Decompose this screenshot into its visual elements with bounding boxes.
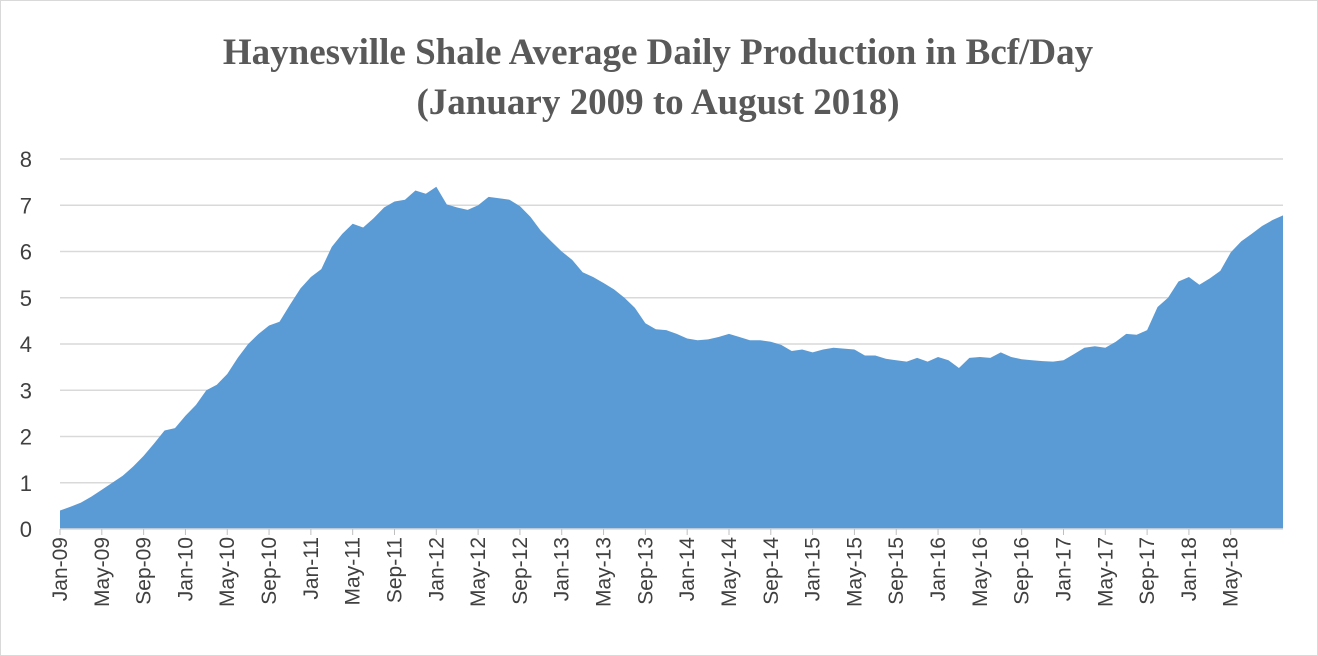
x-tick-label: May-15 — [843, 537, 866, 607]
y-tick-label: 8 — [20, 147, 32, 172]
x-tick-label: Sep-09 — [133, 537, 156, 605]
x-tick-label: Jan-18 — [1178, 537, 1201, 601]
x-tick-label: May-09 — [91, 537, 114, 607]
y-tick-label: 4 — [20, 332, 32, 357]
y-tick-label: 6 — [20, 240, 32, 265]
x-axis — [59, 528, 1283, 535]
x-tick-label: Sep-17 — [1136, 537, 1159, 605]
x-axis-ticks: Jan-09 May-09 Sep-09 Jan-10 May-10 Sep-10 Jan-… — [49, 537, 1243, 607]
y-tick-label: 5 — [20, 286, 32, 311]
y-tick-label: 3 — [20, 378, 32, 403]
y-tick-label: 2 — [20, 425, 32, 450]
y-tick-label: 0 — [20, 517, 32, 542]
x-tick-label: Sep-14 — [760, 537, 783, 605]
chart-title-block: Haynesville Shale Average Daily Producti… — [0, 28, 1316, 128]
x-tick-label: Sep-12 — [509, 537, 532, 605]
x-tick-label: May-13 — [593, 537, 616, 607]
chart-title: Haynesville Shale Average Daily Producti… — [222, 32, 1094, 73]
x-tick-label: Sep-10 — [258, 537, 281, 605]
x-tick-label: Jan-11 — [300, 537, 323, 600]
x-tick-label: May-16 — [969, 537, 992, 607]
y-axis-ticks: 0 1 2 3 4 5 6 7 8 — [20, 147, 32, 542]
x-tick-label: Jan-10 — [174, 537, 197, 601]
x-tick-label: Jan-09 — [49, 537, 72, 601]
x-tick-label: Jan-12 — [425, 537, 448, 601]
x-tick-label: Jan-15 — [802, 537, 825, 601]
x-tick-label: Sep-13 — [634, 537, 657, 605]
x-tick-label: Jan-13 — [551, 537, 574, 601]
y-tick-label: 7 — [20, 193, 32, 218]
x-tick-label: May-11 — [342, 537, 365, 605]
area-layer — [60, 186, 1283, 529]
x-tick-label: Jan-17 — [1052, 537, 1075, 601]
x-tick-label: May-14 — [718, 537, 741, 607]
y-tick-label: 1 — [20, 471, 32, 496]
x-tick-label: Sep-11 — [383, 537, 406, 603]
x-tick-label: Jan-14 — [676, 537, 699, 602]
production-area — [60, 186, 1283, 529]
x-tick-label: May-18 — [1220, 537, 1243, 607]
x-tick-label: May-17 — [1094, 537, 1117, 607]
x-tick-label: May-12 — [467, 537, 490, 607]
x-tick-label: Sep-16 — [1011, 537, 1034, 605]
x-tick-label: Sep-15 — [885, 537, 908, 605]
x-tick-label: May-10 — [216, 537, 239, 607]
x-tick-label: Jan-16 — [927, 537, 950, 601]
chart-subtitle: (January 2009 to August 2018) — [416, 82, 900, 123]
